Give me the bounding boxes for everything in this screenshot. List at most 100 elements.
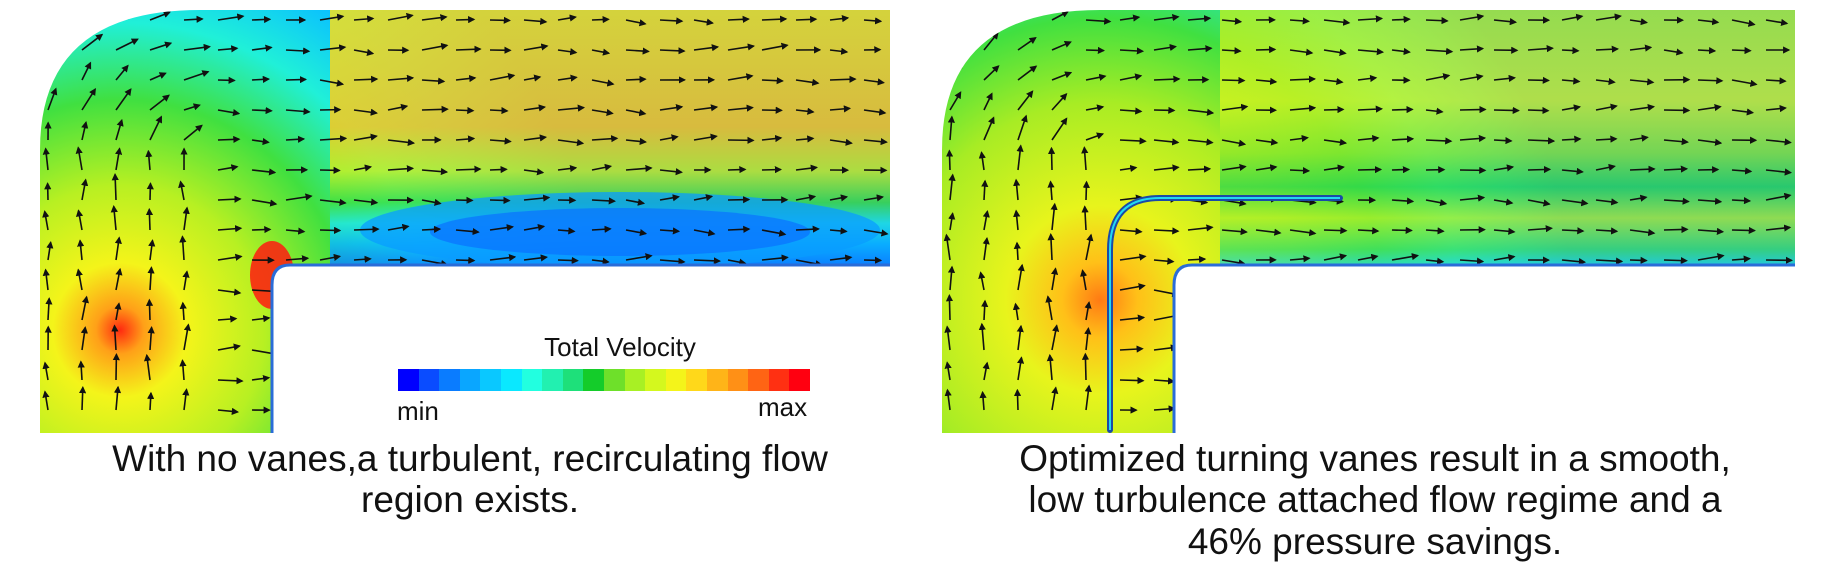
velocity-arrow [1119, 164, 1138, 173]
velocity-arrow [1425, 344, 1451, 353]
velocity-arrow [1765, 138, 1792, 146]
velocity-arrow [693, 44, 720, 52]
velocity-arrow [1731, 255, 1751, 263]
velocity-arrow [523, 134, 548, 142]
legend-color-swatch [562, 369, 584, 391]
velocity-arrow [455, 165, 482, 173]
velocity-arrow [1153, 164, 1180, 172]
velocity-arrow [1187, 318, 1206, 326]
velocity-arrow [42, 268, 50, 291]
velocity-arrow [1425, 107, 1444, 115]
velocity-arrow [1629, 228, 1656, 237]
velocity-arrow [1527, 225, 1553, 233]
velocity-arrow [829, 75, 857, 83]
velocity-arrow [455, 16, 476, 24]
velocity-arrow [1047, 233, 1055, 261]
legend-max-label: max [758, 392, 808, 422]
velocity-arrow [217, 164, 239, 172]
velocity-arrow [45, 297, 53, 321]
velocity-arrow [319, 407, 343, 415]
velocity-arrow [1289, 17, 1310, 25]
velocity-arrow [1017, 263, 1025, 291]
velocity-arrow [1051, 117, 1068, 141]
velocity-arrow [251, 75, 270, 83]
velocity-arrow [251, 374, 271, 383]
velocity-arrow [557, 104, 586, 112]
velocity-arrow [944, 388, 952, 411]
velocity-arrow [1391, 317, 1411, 325]
velocity-arrow [387, 74, 415, 82]
velocity-arrow [1527, 318, 1551, 326]
velocity-arrow [1082, 180, 1090, 201]
right-caption-line: 46% pressure savings. [1187, 520, 1563, 562]
velocity-arrow [1153, 227, 1180, 235]
velocity-arrow [1425, 73, 1451, 81]
velocity-arrow [591, 257, 610, 265]
velocity-arrow [693, 257, 721, 265]
velocity-arrow [947, 115, 955, 141]
velocity-arrow [625, 137, 647, 145]
velocity-arrow [217, 343, 241, 351]
velocity-arrow [455, 45, 482, 53]
velocity-arrow [489, 315, 512, 323]
velocity-arrow [1425, 315, 1444, 323]
velocity-arrow [557, 256, 579, 265]
velocity-arrow [1561, 258, 1587, 266]
velocity-arrow [1323, 253, 1348, 261]
velocity-arrow [1561, 403, 1587, 411]
velocity-arrow [1391, 135, 1415, 143]
velocity-arrow [285, 135, 306, 143]
velocity-arrow [75, 146, 83, 171]
legend-color-swatch [521, 369, 543, 391]
velocity-arrow [147, 391, 155, 411]
velocity-arrow [148, 239, 156, 261]
velocity-arrow [42, 210, 50, 231]
velocity-arrow [1187, 255, 1207, 263]
velocity-arrow [217, 288, 242, 296]
velocity-arrow [1663, 225, 1689, 234]
velocity-arrow [693, 287, 713, 295]
velocity-arrow [1119, 137, 1147, 145]
velocity-arrow [863, 17, 883, 25]
velocity-arrow [1527, 405, 1552, 413]
velocity-arrow [625, 229, 648, 237]
legend-color-swatch [459, 369, 481, 391]
velocity-arrow [489, 405, 509, 414]
velocity-arrow [319, 198, 347, 206]
right-duct-wall [1172, 263, 1795, 433]
velocity-arrow [1629, 347, 1655, 355]
velocity-arrow [727, 408, 756, 416]
velocity-arrow [948, 212, 956, 231]
velocity-arrow [1493, 376, 1518, 385]
velocity-arrow [1289, 255, 1311, 263]
velocity-arrow [557, 164, 578, 173]
velocity-arrow [1119, 107, 1143, 115]
velocity-arrow [81, 33, 104, 51]
velocity-arrow [149, 11, 171, 21]
velocity-arrow [523, 168, 545, 176]
velocity-arrow [1119, 194, 1144, 202]
velocity-arrow [1085, 132, 1105, 141]
velocity-arrow [1119, 253, 1147, 261]
velocity-arrow [1595, 227, 1619, 235]
legend-color-swatch [624, 369, 646, 391]
velocity-arrow [761, 42, 789, 51]
velocity-arrow [727, 225, 751, 233]
velocity-arrow [421, 314, 441, 322]
velocity-arrow [1013, 178, 1021, 201]
velocity-arrow [1527, 199, 1551, 207]
velocity-arrow [79, 385, 87, 411]
velocity-arrow [591, 225, 612, 233]
velocity-arrow [1017, 65, 1038, 81]
velocity-arrow [1595, 375, 1616, 383]
velocity-arrow [1527, 45, 1554, 53]
velocity-arrow [983, 65, 1000, 81]
velocity-arrow [1357, 105, 1383, 113]
velocity-arrow [319, 13, 345, 21]
velocity-arrow [182, 270, 190, 291]
velocity-arrow [75, 268, 83, 291]
legend-color-swatch [398, 369, 419, 391]
velocity-arrow [1323, 407, 1351, 416]
velocity-arrow [217, 13, 245, 21]
